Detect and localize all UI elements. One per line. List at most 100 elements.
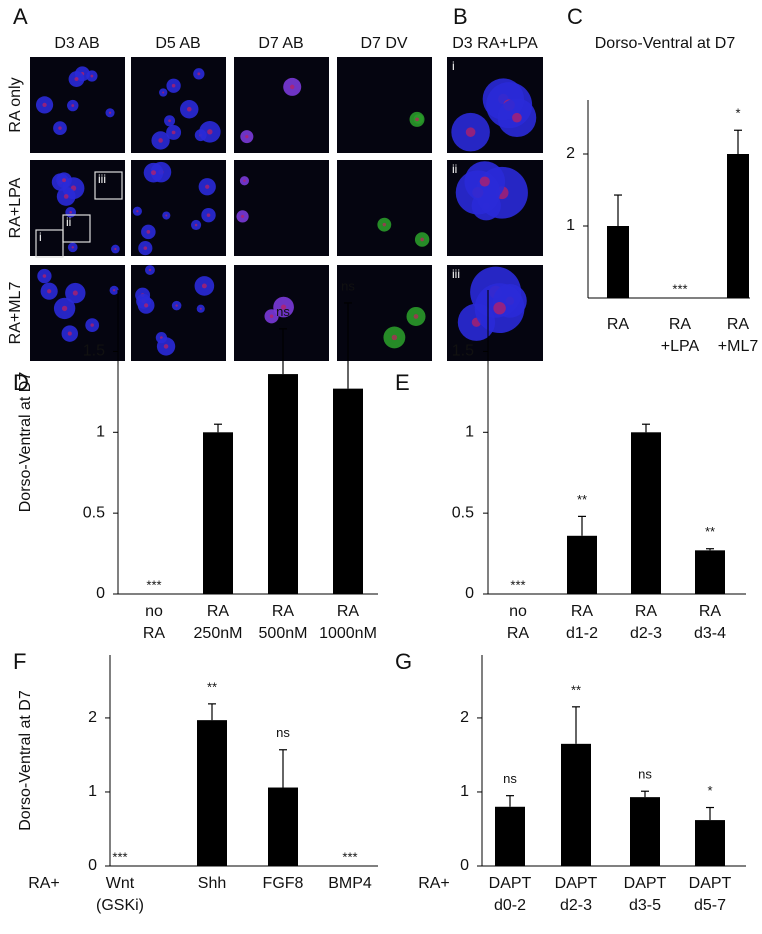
category-prefix: RA+ (28, 875, 60, 892)
x-tick-label: 1000nM (319, 625, 377, 642)
inset-label: iii (452, 267, 460, 281)
column-header: D5 AB (155, 35, 200, 52)
cell-core (143, 246, 148, 250)
y-tick-label: 0 (465, 585, 474, 602)
cell-core (61, 305, 68, 312)
x-tick-label: +LPA (661, 338, 700, 355)
cell-core (194, 223, 198, 227)
x-tick-label: BMP4 (328, 875, 372, 892)
bar (630, 797, 660, 866)
y-tick-label: 0.5 (83, 504, 105, 521)
cell-core (391, 334, 398, 341)
micrograph (234, 160, 329, 256)
row-label: RA only (7, 77, 24, 132)
panel-letter: C (567, 4, 583, 29)
micrograph (30, 160, 125, 256)
y-tick-label: 2 (566, 145, 575, 162)
cell-core (171, 83, 176, 88)
x-tick-label: d5-7 (694, 897, 726, 914)
cell-core (197, 72, 201, 76)
cell-core (74, 77, 79, 82)
cell-core (42, 274, 47, 278)
cell-core (62, 178, 67, 183)
cell-core (108, 111, 112, 114)
cell-core (186, 106, 192, 112)
row-label: RA+LPA (7, 177, 24, 238)
x-tick-label: RA (207, 603, 230, 620)
cell-core (47, 289, 52, 294)
x-tick-label: DAPT (489, 875, 532, 892)
y-tick-label: 1 (88, 783, 97, 800)
x-tick-label: Wnt (106, 875, 135, 892)
cell-core (58, 126, 62, 130)
bar (333, 388, 363, 594)
significance-label: ns (638, 767, 652, 782)
x-tick-label: FGF8 (263, 875, 304, 892)
y-tick-label: 0 (88, 857, 97, 874)
bar (727, 154, 749, 298)
x-tick-label: Shh (198, 875, 226, 892)
y-tick-label: 0 (460, 857, 469, 874)
bar (203, 432, 233, 594)
x-tick-label: RA (669, 316, 692, 333)
inset-label: ii (66, 215, 71, 229)
x-tick-label: RA (571, 603, 594, 620)
x-tick-label: RA (727, 316, 750, 333)
significance-label: ns (276, 725, 290, 740)
significance-label: ns (503, 771, 517, 786)
cell-core (144, 303, 149, 308)
panel-title: D3 RA+LPA (452, 35, 538, 52)
cell-core (415, 117, 419, 122)
cell-core (71, 104, 75, 107)
x-tick-label: RA (337, 603, 360, 620)
category-prefix: RA+ (418, 875, 450, 892)
cell-core (42, 102, 47, 108)
x-tick-label: RA (699, 603, 722, 620)
cell-core (151, 170, 156, 176)
cell-core (112, 289, 116, 292)
panel-letter: G (395, 649, 412, 674)
significance-label: ** (207, 679, 217, 694)
x-tick-label: RA (272, 603, 295, 620)
cell-core (146, 230, 151, 234)
cell-core (206, 213, 211, 217)
column-header: D3 AB (54, 35, 99, 52)
inset-label: i (452, 59, 455, 73)
cell-core (168, 119, 171, 123)
cell-core (241, 214, 245, 218)
y-axis-label: Dorso-Ventral at D7 (17, 372, 34, 513)
panel-letter: B (453, 4, 468, 29)
x-tick-label: DAPT (555, 875, 598, 892)
significance-label: ns (341, 278, 355, 293)
significance-label: *** (342, 849, 357, 864)
inset-box (62, 214, 91, 243)
cell-core (420, 237, 424, 242)
bar (495, 806, 525, 866)
micrograph (337, 57, 432, 153)
cell-core (158, 138, 163, 143)
cell-core (207, 129, 213, 135)
cell-core (269, 314, 274, 319)
bar (607, 226, 629, 298)
cell-core (512, 112, 522, 123)
bar (695, 550, 725, 594)
cell-core (136, 210, 139, 213)
cell-core (72, 290, 78, 296)
x-tick-label: RA (143, 625, 166, 642)
inset-box (94, 171, 123, 200)
cell-core (382, 222, 387, 227)
cell-core (175, 304, 178, 307)
x-tick-label: 250nM (194, 625, 243, 642)
cell-core (67, 331, 72, 336)
cell-core (162, 91, 165, 94)
x-tick-label: RA (607, 316, 630, 333)
x-tick-label: d1-2 (566, 625, 598, 642)
x-tick-label: 500nM (259, 625, 308, 642)
significance-label: *** (146, 577, 161, 592)
cell-core (90, 323, 94, 327)
significance-label: *** (510, 577, 525, 592)
x-tick-label: d2-3 (560, 897, 592, 914)
x-tick-label: d3-5 (629, 897, 661, 914)
cell-core (243, 179, 246, 182)
